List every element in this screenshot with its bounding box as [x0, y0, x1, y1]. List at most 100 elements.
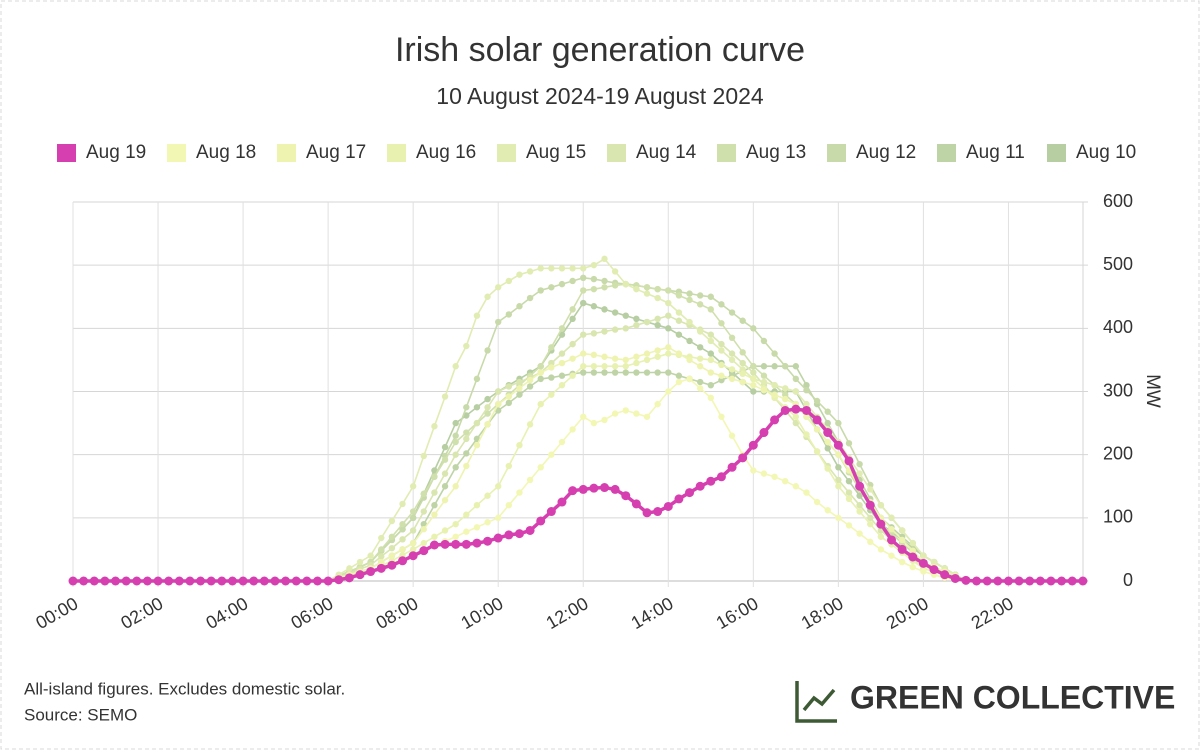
- point: [675, 372, 683, 379]
- point: [792, 375, 800, 383]
- point: [378, 534, 385, 542]
- point: [578, 484, 588, 494]
- point: [845, 489, 853, 496]
- point: [835, 483, 842, 490]
- point: [654, 353, 661, 360]
- point: [1035, 576, 1045, 586]
- x-tick-label: 20:00: [883, 593, 932, 633]
- point: [580, 274, 587, 281]
- point: [750, 363, 757, 370]
- brand-logo: [795, 681, 837, 723]
- point: [611, 355, 619, 362]
- point: [782, 391, 789, 398]
- series-line: [73, 352, 1083, 582]
- series-line: [73, 257, 1083, 582]
- point: [993, 576, 1003, 586]
- point: [548, 344, 555, 351]
- point: [1046, 576, 1056, 586]
- point: [748, 440, 758, 450]
- point: [845, 477, 853, 485]
- point: [452, 483, 459, 490]
- point: [877, 502, 885, 509]
- point: [473, 404, 481, 411]
- point: [270, 576, 280, 586]
- series: [68, 404, 1088, 586]
- point: [537, 369, 544, 376]
- point: [760, 363, 768, 370]
- point: [580, 363, 587, 370]
- point: [856, 492, 863, 499]
- point: [355, 570, 365, 580]
- point: [750, 467, 757, 474]
- point: [461, 539, 471, 549]
- point: [718, 340, 725, 348]
- point: [452, 464, 459, 471]
- point: [707, 381, 714, 389]
- point: [463, 412, 470, 419]
- point: [803, 431, 810, 438]
- point: [537, 287, 544, 294]
- point: [867, 538, 874, 546]
- point: [441, 393, 449, 400]
- legend-label: Aug 15: [526, 142, 586, 163]
- point: [526, 476, 534, 484]
- point: [792, 388, 800, 395]
- legend-label: Aug 18: [196, 142, 256, 163]
- point: [516, 303, 523, 310]
- point: [452, 451, 459, 458]
- series: [69, 375, 1087, 585]
- point: [548, 451, 555, 458]
- point: [495, 318, 502, 326]
- point: [845, 440, 853, 447]
- point: [558, 359, 566, 367]
- point: [420, 452, 427, 460]
- x-tick-label: 10:00: [458, 593, 507, 633]
- point: [972, 576, 982, 586]
- point: [750, 369, 757, 376]
- point: [696, 301, 704, 308]
- point: [217, 576, 227, 586]
- x-tick-label: 00:00: [32, 593, 81, 633]
- point: [792, 419, 800, 427]
- point: [601, 306, 608, 313]
- point: [558, 265, 566, 272]
- point: [409, 527, 417, 534]
- point: [633, 353, 640, 360]
- point: [718, 376, 725, 384]
- point: [611, 326, 619, 333]
- point: [132, 576, 142, 586]
- point: [654, 321, 661, 329]
- point: [569, 340, 576, 348]
- point: [675, 331, 683, 338]
- point: [525, 525, 535, 535]
- point: [302, 576, 312, 586]
- point: [622, 363, 629, 370]
- point: [312, 576, 322, 586]
- point: [803, 381, 810, 389]
- point: [833, 440, 843, 450]
- point: [259, 576, 269, 586]
- point: [473, 419, 481, 427]
- series: [69, 344, 1087, 585]
- point: [675, 317, 683, 324]
- point: [792, 483, 800, 490]
- point: [206, 576, 216, 586]
- y-tick-label: 200: [1103, 443, 1133, 463]
- point: [643, 356, 651, 364]
- point: [622, 407, 629, 414]
- point: [495, 400, 502, 408]
- point: [877, 546, 885, 553]
- point: [856, 508, 863, 515]
- point: [824, 419, 831, 427]
- series: [69, 350, 1087, 585]
- point: [590, 369, 598, 376]
- point: [728, 309, 736, 316]
- point: [409, 539, 417, 547]
- point: [484, 519, 491, 526]
- x-tick-label: 16:00: [713, 593, 762, 633]
- point: [569, 426, 576, 433]
- point: [548, 284, 555, 291]
- point: [558, 438, 566, 446]
- point: [440, 539, 450, 549]
- point: [718, 320, 725, 327]
